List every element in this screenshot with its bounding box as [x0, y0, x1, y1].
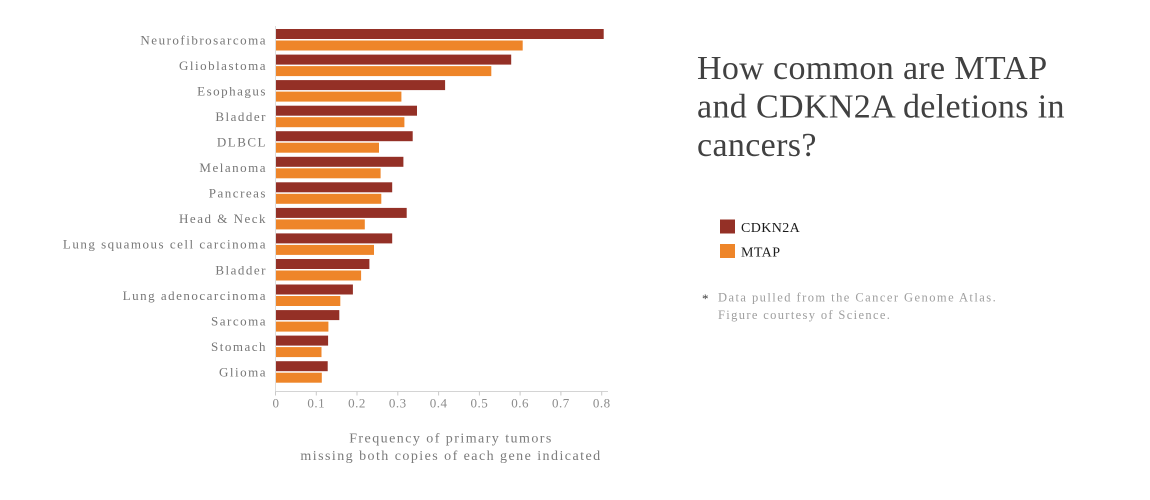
- svg-text:missing both copies of each ge: missing both copies of each gene indicat…: [300, 449, 601, 464]
- svg-text:How common are MTAP: How common are MTAP: [697, 50, 1048, 87]
- svg-text:0.7: 0.7: [552, 396, 570, 411]
- svg-text:Melanoma: Melanoma: [199, 160, 267, 175]
- svg-text:cancers?: cancers?: [697, 127, 817, 164]
- svg-text:CDKN2A: CDKN2A: [741, 221, 801, 236]
- svg-text:Sarcoma: Sarcoma: [211, 313, 267, 328]
- svg-text:and CDKN2A deletions in: and CDKN2A deletions in: [697, 89, 1065, 126]
- svg-text:0.6: 0.6: [511, 396, 529, 411]
- svg-text:Head & Neck: Head & Neck: [179, 211, 267, 226]
- svg-text:Lung adenocarcinoma: Lung adenocarcinoma: [123, 288, 267, 303]
- svg-text:MTAP: MTAP: [741, 245, 780, 260]
- svg-text:Lung squamous cell carcinoma: Lung squamous cell carcinoma: [63, 237, 267, 252]
- svg-text:Neurofibrosarcoma: Neurofibrosarcoma: [140, 32, 267, 47]
- svg-text:0.8: 0.8: [593, 396, 611, 411]
- svg-text:Bladder: Bladder: [215, 109, 267, 124]
- svg-text:Frequency of primary tumors: Frequency of primary tumors: [349, 432, 553, 447]
- svg-text:DLBCL: DLBCL: [217, 135, 267, 150]
- svg-text:Figure courtesy of Science.: Figure courtesy of Science.: [718, 308, 891, 322]
- svg-text:Bladder: Bladder: [215, 262, 267, 277]
- svg-text:Glioblastoma: Glioblastoma: [179, 58, 267, 73]
- svg-text:0.5: 0.5: [471, 396, 489, 411]
- svg-text:0.3: 0.3: [389, 396, 407, 411]
- svg-text:0.4: 0.4: [430, 396, 448, 411]
- svg-text:*: *: [702, 291, 709, 306]
- svg-text:0.2: 0.2: [348, 396, 366, 411]
- svg-text:Pancreas: Pancreas: [209, 186, 267, 201]
- svg-text:Glioma: Glioma: [219, 365, 267, 380]
- svg-text:0.1: 0.1: [307, 396, 325, 411]
- svg-text:Esophagus: Esophagus: [197, 83, 267, 98]
- svg-text:Stomach: Stomach: [211, 339, 267, 354]
- svg-text:0: 0: [273, 396, 280, 411]
- svg-text:Data pulled from the Cancer Ge: Data pulled from the Cancer Genome Atlas…: [718, 290, 997, 304]
